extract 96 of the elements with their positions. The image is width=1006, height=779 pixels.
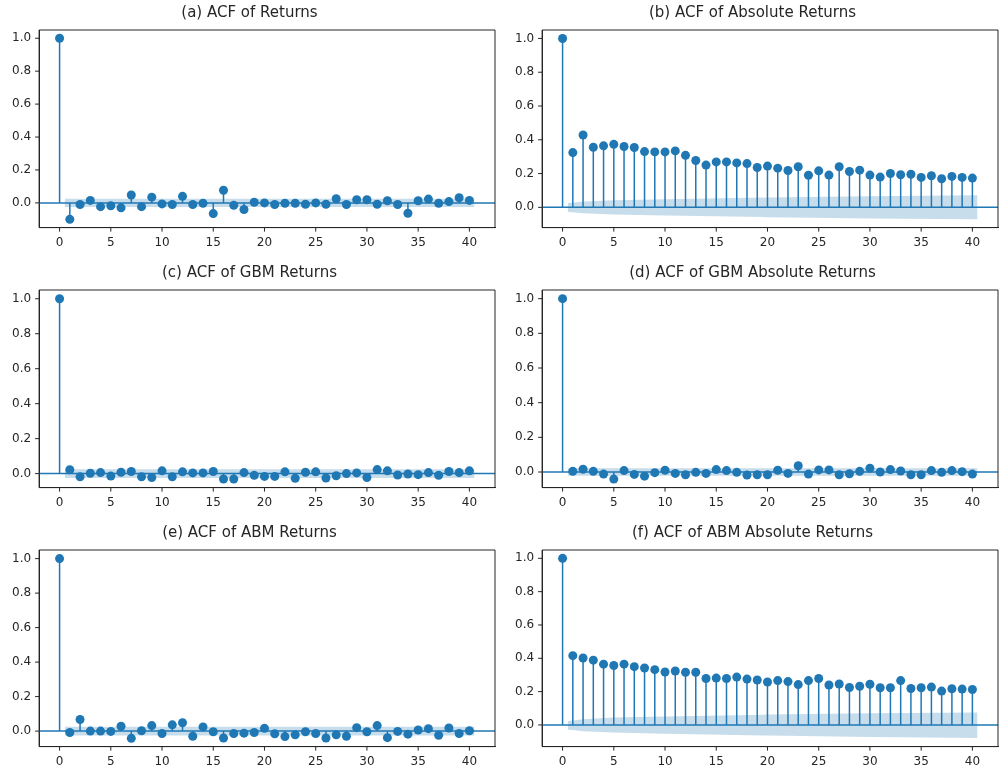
x-tick-label: 30: [862, 494, 878, 509]
y-tick-label: 0.4: [514, 650, 535, 665]
x-tick-label: 30: [862, 234, 878, 249]
y-tick-label: 0.0: [514, 199, 535, 214]
y-tick-label: 0.8: [514, 325, 535, 340]
x-tick-label: 25: [811, 753, 827, 768]
x-tick-label: 10: [154, 234, 170, 249]
x-tick-label: 25: [811, 494, 827, 509]
x-tick-label: 35: [913, 494, 929, 509]
y-tick-label: 0.6: [11, 360, 32, 375]
x-tick-label: 10: [657, 234, 673, 249]
y-tick-label: 0.8: [11, 585, 32, 600]
chart-title: (a) ACF of Returns: [181, 2, 318, 21]
x-tick-label: 10: [154, 753, 170, 768]
y-tick-label: 0.2: [11, 430, 32, 445]
x-tick-label: 20: [759, 234, 776, 249]
x-tick-label: 0: [55, 494, 64, 509]
y-tick-label: 1.0: [514, 290, 535, 305]
x-tick-label: 35: [410, 753, 426, 768]
y-tick-label: 0.8: [11, 63, 32, 78]
y-tick-label: 0.8: [514, 64, 535, 79]
x-tick-label: 40: [461, 753, 478, 768]
y-tick-label: 0.4: [11, 654, 32, 669]
y-tick-label: 0.8: [514, 583, 535, 598]
x-tick-label: 30: [862, 753, 878, 768]
x-tick-label: 30: [359, 494, 375, 509]
y-tick-label: 1.0: [11, 290, 32, 305]
x-tick-label: 0: [55, 753, 64, 768]
y-tick-label: 0.4: [11, 395, 32, 410]
x-tick-label: 15: [205, 234, 221, 249]
x-tick-label: 35: [410, 234, 426, 249]
y-tick-label: 0.6: [514, 98, 535, 113]
x-tick-label: 5: [106, 494, 115, 509]
x-tick-label: 20: [759, 753, 776, 768]
y-tick-label: 0.6: [514, 617, 535, 632]
y-tick-label: 0.0: [11, 195, 32, 210]
x-tick-label: 20: [759, 494, 776, 509]
y-tick-label: 0.2: [514, 429, 535, 444]
y-tick-label: 0.2: [11, 162, 32, 177]
y-tick-label: 1.0: [514, 30, 535, 45]
y-tick-label: 0.6: [11, 96, 32, 111]
y-tick-label: 1.0: [11, 30, 32, 45]
x-tick-label: 5: [106, 234, 115, 249]
x-tick-label: 5: [609, 753, 618, 768]
x-tick-label: 20: [256, 753, 273, 768]
x-tick-label: 10: [154, 494, 170, 509]
y-tick-label: 0.4: [11, 129, 32, 144]
x-tick-label: 30: [359, 234, 375, 249]
y-tick-label: 0.2: [514, 683, 535, 698]
x-tick-label: 15: [708, 234, 724, 249]
x-tick-label: 15: [708, 494, 724, 509]
chart-title: (d) ACF of GBM Absolute Returns: [629, 262, 876, 281]
x-tick-label: 25: [308, 494, 324, 509]
x-tick-label: 40: [964, 234, 981, 249]
y-tick-label: 0.4: [514, 394, 535, 409]
y-tick-label: 0.6: [514, 360, 535, 375]
x-tick-label: 15: [708, 753, 724, 768]
x-tick-label: 40: [964, 494, 981, 509]
x-tick-label: 5: [609, 234, 618, 249]
x-tick-label: 40: [461, 234, 478, 249]
x-tick-label: 15: [205, 753, 221, 768]
chart-title: (f) ACF of ABM Absolute Returns: [631, 522, 874, 541]
x-tick-label: 35: [913, 234, 929, 249]
x-tick-label: 35: [410, 494, 426, 509]
y-tick-label: 1.0: [514, 550, 535, 565]
x-tick-label: 25: [308, 234, 324, 249]
x-tick-label: 15: [205, 494, 221, 509]
x-tick-label: 0: [558, 753, 567, 768]
x-tick-label: 0: [55, 234, 64, 249]
y-tick-label: 1.0: [11, 550, 32, 565]
x-tick-label: 35: [913, 753, 929, 768]
chart-title: (c) ACF of GBM Returns: [161, 262, 338, 281]
x-tick-label: 20: [256, 234, 273, 249]
x-tick-label: 5: [609, 494, 618, 509]
y-tick-label: 0.2: [11, 688, 32, 703]
chart-title: (e) ACF of ABM Returns: [162, 522, 337, 541]
x-tick-label: 25: [308, 753, 324, 768]
x-tick-label: 0: [558, 494, 567, 509]
y-tick-label: 0.0: [514, 717, 535, 732]
x-tick-label: 0: [558, 234, 567, 249]
x-tick-label: 20: [256, 494, 273, 509]
chart-title: (b) ACF of Absolute Returns: [648, 2, 857, 21]
y-tick-label: 0.2: [514, 165, 535, 180]
x-tick-label: 25: [811, 234, 827, 249]
y-tick-label: 0.6: [11, 619, 32, 634]
y-tick-label: 0.0: [514, 464, 535, 479]
x-tick-label: 5: [106, 753, 115, 768]
y-tick-label: 0.0: [11, 465, 32, 480]
y-tick-label: 0.4: [514, 131, 535, 146]
x-tick-label: 30: [359, 753, 375, 768]
y-tick-label: 0.8: [11, 325, 32, 340]
x-tick-label: 10: [657, 753, 673, 768]
x-tick-label: 10: [657, 494, 673, 509]
x-tick-label: 40: [964, 753, 981, 768]
y-tick-label: 0.0: [11, 723, 32, 738]
x-tick-label: 40: [461, 494, 478, 509]
